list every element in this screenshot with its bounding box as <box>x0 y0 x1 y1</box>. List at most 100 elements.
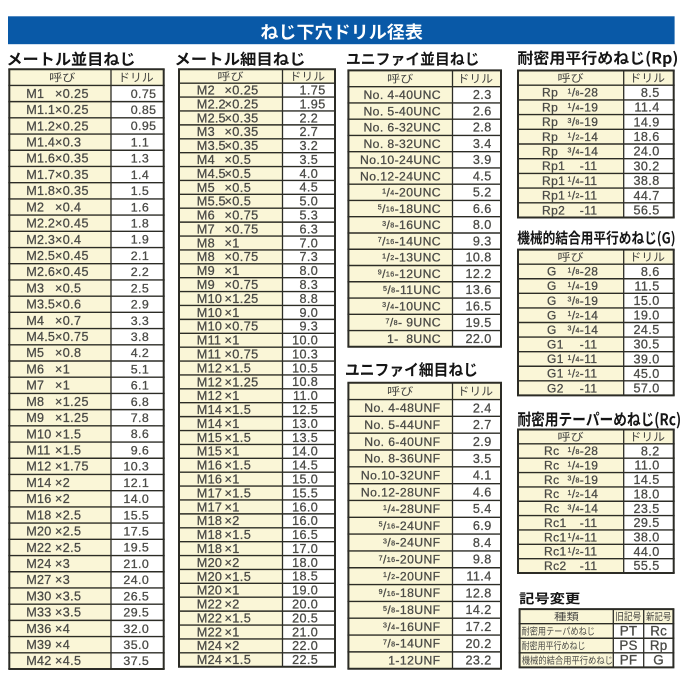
svg-text:.9: .9 <box>480 153 491 167</box>
svg-text:-11: -11 <box>580 159 598 173</box>
svg-text:G1: G1 <box>547 352 564 366</box>
svg-text:1- 8UNC: 1- 8UNC <box>387 332 441 346</box>
svg-text:×2.5: ×2.5 <box>55 541 81 555</box>
svg-text:M22: M22 <box>197 625 222 639</box>
svg-text:56: 56 <box>633 204 648 218</box>
svg-text:15: 15 <box>633 294 648 308</box>
svg-text:M8: M8 <box>197 236 215 250</box>
svg-text:.5: .5 <box>307 528 318 542</box>
svg-text:×0.35: ×0.35 <box>55 184 89 198</box>
svg-text:20: 20 <box>465 637 480 651</box>
svg-text:M42: M42 <box>26 654 51 668</box>
svg-text:.5: .5 <box>648 502 659 516</box>
svg-text:.0: .0 <box>307 556 318 570</box>
svg-text:9: 9 <box>473 234 480 248</box>
svg-text:5/16-18UNC: 5/16-18UNC <box>378 202 441 216</box>
svg-text:.0: .0 <box>648 367 659 381</box>
svg-text:2: 2 <box>473 121 480 135</box>
svg-text:×0.3: ×0.3 <box>55 136 81 150</box>
svg-text:.2: .2 <box>480 620 491 634</box>
svg-text:1/4: 1/4 <box>568 279 580 293</box>
svg-text:11: 11 <box>293 389 307 403</box>
svg-text:3/8-24UNF: 3/8-24UNF <box>383 536 441 550</box>
svg-text:-19: -19 <box>580 279 599 293</box>
svg-text:5: 5 <box>131 362 138 376</box>
svg-text:30: 30 <box>633 159 648 173</box>
svg-text:20: 20 <box>292 598 307 612</box>
svg-text:.8: .8 <box>138 411 149 425</box>
svg-text:8: 8 <box>641 265 648 279</box>
svg-text:.4: .4 <box>480 137 491 151</box>
svg-text:57: 57 <box>633 381 648 395</box>
svg-text:M16: M16 <box>26 492 51 506</box>
svg-text:18: 18 <box>633 487 648 501</box>
svg-text:1/4: 1/4 <box>568 530 580 544</box>
svg-text:.6: .6 <box>648 265 659 279</box>
svg-text:.6: .6 <box>138 200 149 214</box>
svg-text:2: 2 <box>131 249 138 263</box>
svg-text:2: 2 <box>473 88 480 102</box>
svg-text:.0: .0 <box>307 639 318 653</box>
svg-text:9: 9 <box>473 553 480 567</box>
svg-text:No.10-24UNC: No.10-24UNC <box>360 153 441 167</box>
svg-text:12: 12 <box>123 476 138 490</box>
svg-text:.9: .9 <box>480 435 491 449</box>
svg-text:4: 4 <box>473 485 480 499</box>
svg-text:4: 4 <box>131 346 138 360</box>
svg-text:M12: M12 <box>197 361 222 375</box>
svg-text:×0.35: ×0.35 <box>225 139 259 153</box>
svg-text:5/16-24UNF: 5/16-24UNF <box>379 519 441 533</box>
svg-text:Rc: Rc <box>650 624 667 639</box>
svg-text:.3: .3 <box>307 250 318 264</box>
svg-text:17: 17 <box>465 620 480 634</box>
svg-text:7: 7 <box>299 236 306 250</box>
svg-text:3/4-16UNF: 3/4-16UNF <box>383 620 441 634</box>
svg-text:5: 5 <box>473 186 480 200</box>
svg-text:16: 16 <box>465 300 480 314</box>
svg-text:Rp2: Rp2 <box>542 203 565 217</box>
svg-text:×3: ×3 <box>55 573 70 587</box>
svg-text:G2: G2 <box>547 381 564 395</box>
svg-text:.5: .5 <box>307 486 318 500</box>
svg-text:18: 18 <box>292 556 307 570</box>
svg-text:Rc2: Rc2 <box>544 559 567 573</box>
svg-text:.75: .75 <box>138 87 156 101</box>
svg-text:3/8-16UNC: 3/8-16UNC <box>382 218 441 232</box>
svg-text:1/2: 1/2 <box>568 545 580 559</box>
svg-text:.0: .0 <box>138 492 149 506</box>
svg-text:No. 4-48UNF: No. 4-48UNF <box>364 401 440 415</box>
svg-text:×0.45: ×0.45 <box>55 249 89 263</box>
svg-text:.5: .5 <box>138 508 149 522</box>
svg-text:-14: -14 <box>580 487 599 501</box>
svg-text:Rp1: Rp1 <box>542 174 565 188</box>
svg-text:.6: .6 <box>480 283 491 297</box>
svg-text:10: 10 <box>292 375 307 389</box>
svg-text:.5: .5 <box>648 516 659 530</box>
svg-text:.5: .5 <box>307 181 318 195</box>
svg-text:M18: M18 <box>26 508 51 522</box>
svg-text:10: 10 <box>292 361 307 375</box>
svg-text:M18: M18 <box>197 528 222 542</box>
svg-text:.0: .0 <box>138 573 149 587</box>
svg-text:Rp: Rp <box>542 130 558 144</box>
svg-text:.1: .1 <box>138 362 149 376</box>
svg-text:-19: -19 <box>580 115 599 129</box>
svg-text:6: 6 <box>299 222 306 236</box>
svg-text:Rp1: Rp1 <box>542 159 565 173</box>
svg-text:8: 8 <box>641 444 648 458</box>
svg-text:.4: .4 <box>480 570 491 584</box>
svg-text:.2: .2 <box>648 444 659 458</box>
svg-text:×4.5: ×4.5 <box>55 654 81 668</box>
svg-text:.0: .0 <box>648 145 659 159</box>
svg-text:0: 0 <box>131 103 138 117</box>
svg-text:.95: .95 <box>138 119 156 133</box>
svg-text:×0.4: ×0.4 <box>55 233 81 247</box>
svg-text:×0.45: ×0.45 <box>55 265 89 279</box>
svg-text:.5: .5 <box>307 431 318 445</box>
svg-text:17: 17 <box>123 524 138 538</box>
svg-text:9: 9 <box>299 320 306 334</box>
svg-text:1/2-20UNF: 1/2-20UNF <box>383 569 441 583</box>
svg-text:.0: .0 <box>648 381 659 395</box>
svg-text:M5: M5 <box>26 346 44 360</box>
svg-text:0: 0 <box>131 87 138 101</box>
